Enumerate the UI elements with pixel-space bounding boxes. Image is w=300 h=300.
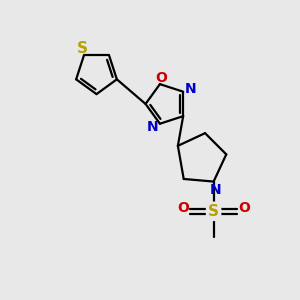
- Text: S: S: [208, 204, 219, 219]
- Text: O: O: [155, 70, 167, 85]
- Text: O: O: [238, 201, 250, 215]
- Text: O: O: [177, 201, 189, 215]
- Text: N: N: [185, 82, 197, 96]
- Text: N: N: [210, 183, 222, 197]
- Text: N: N: [147, 120, 158, 134]
- Text: S: S: [77, 41, 88, 56]
